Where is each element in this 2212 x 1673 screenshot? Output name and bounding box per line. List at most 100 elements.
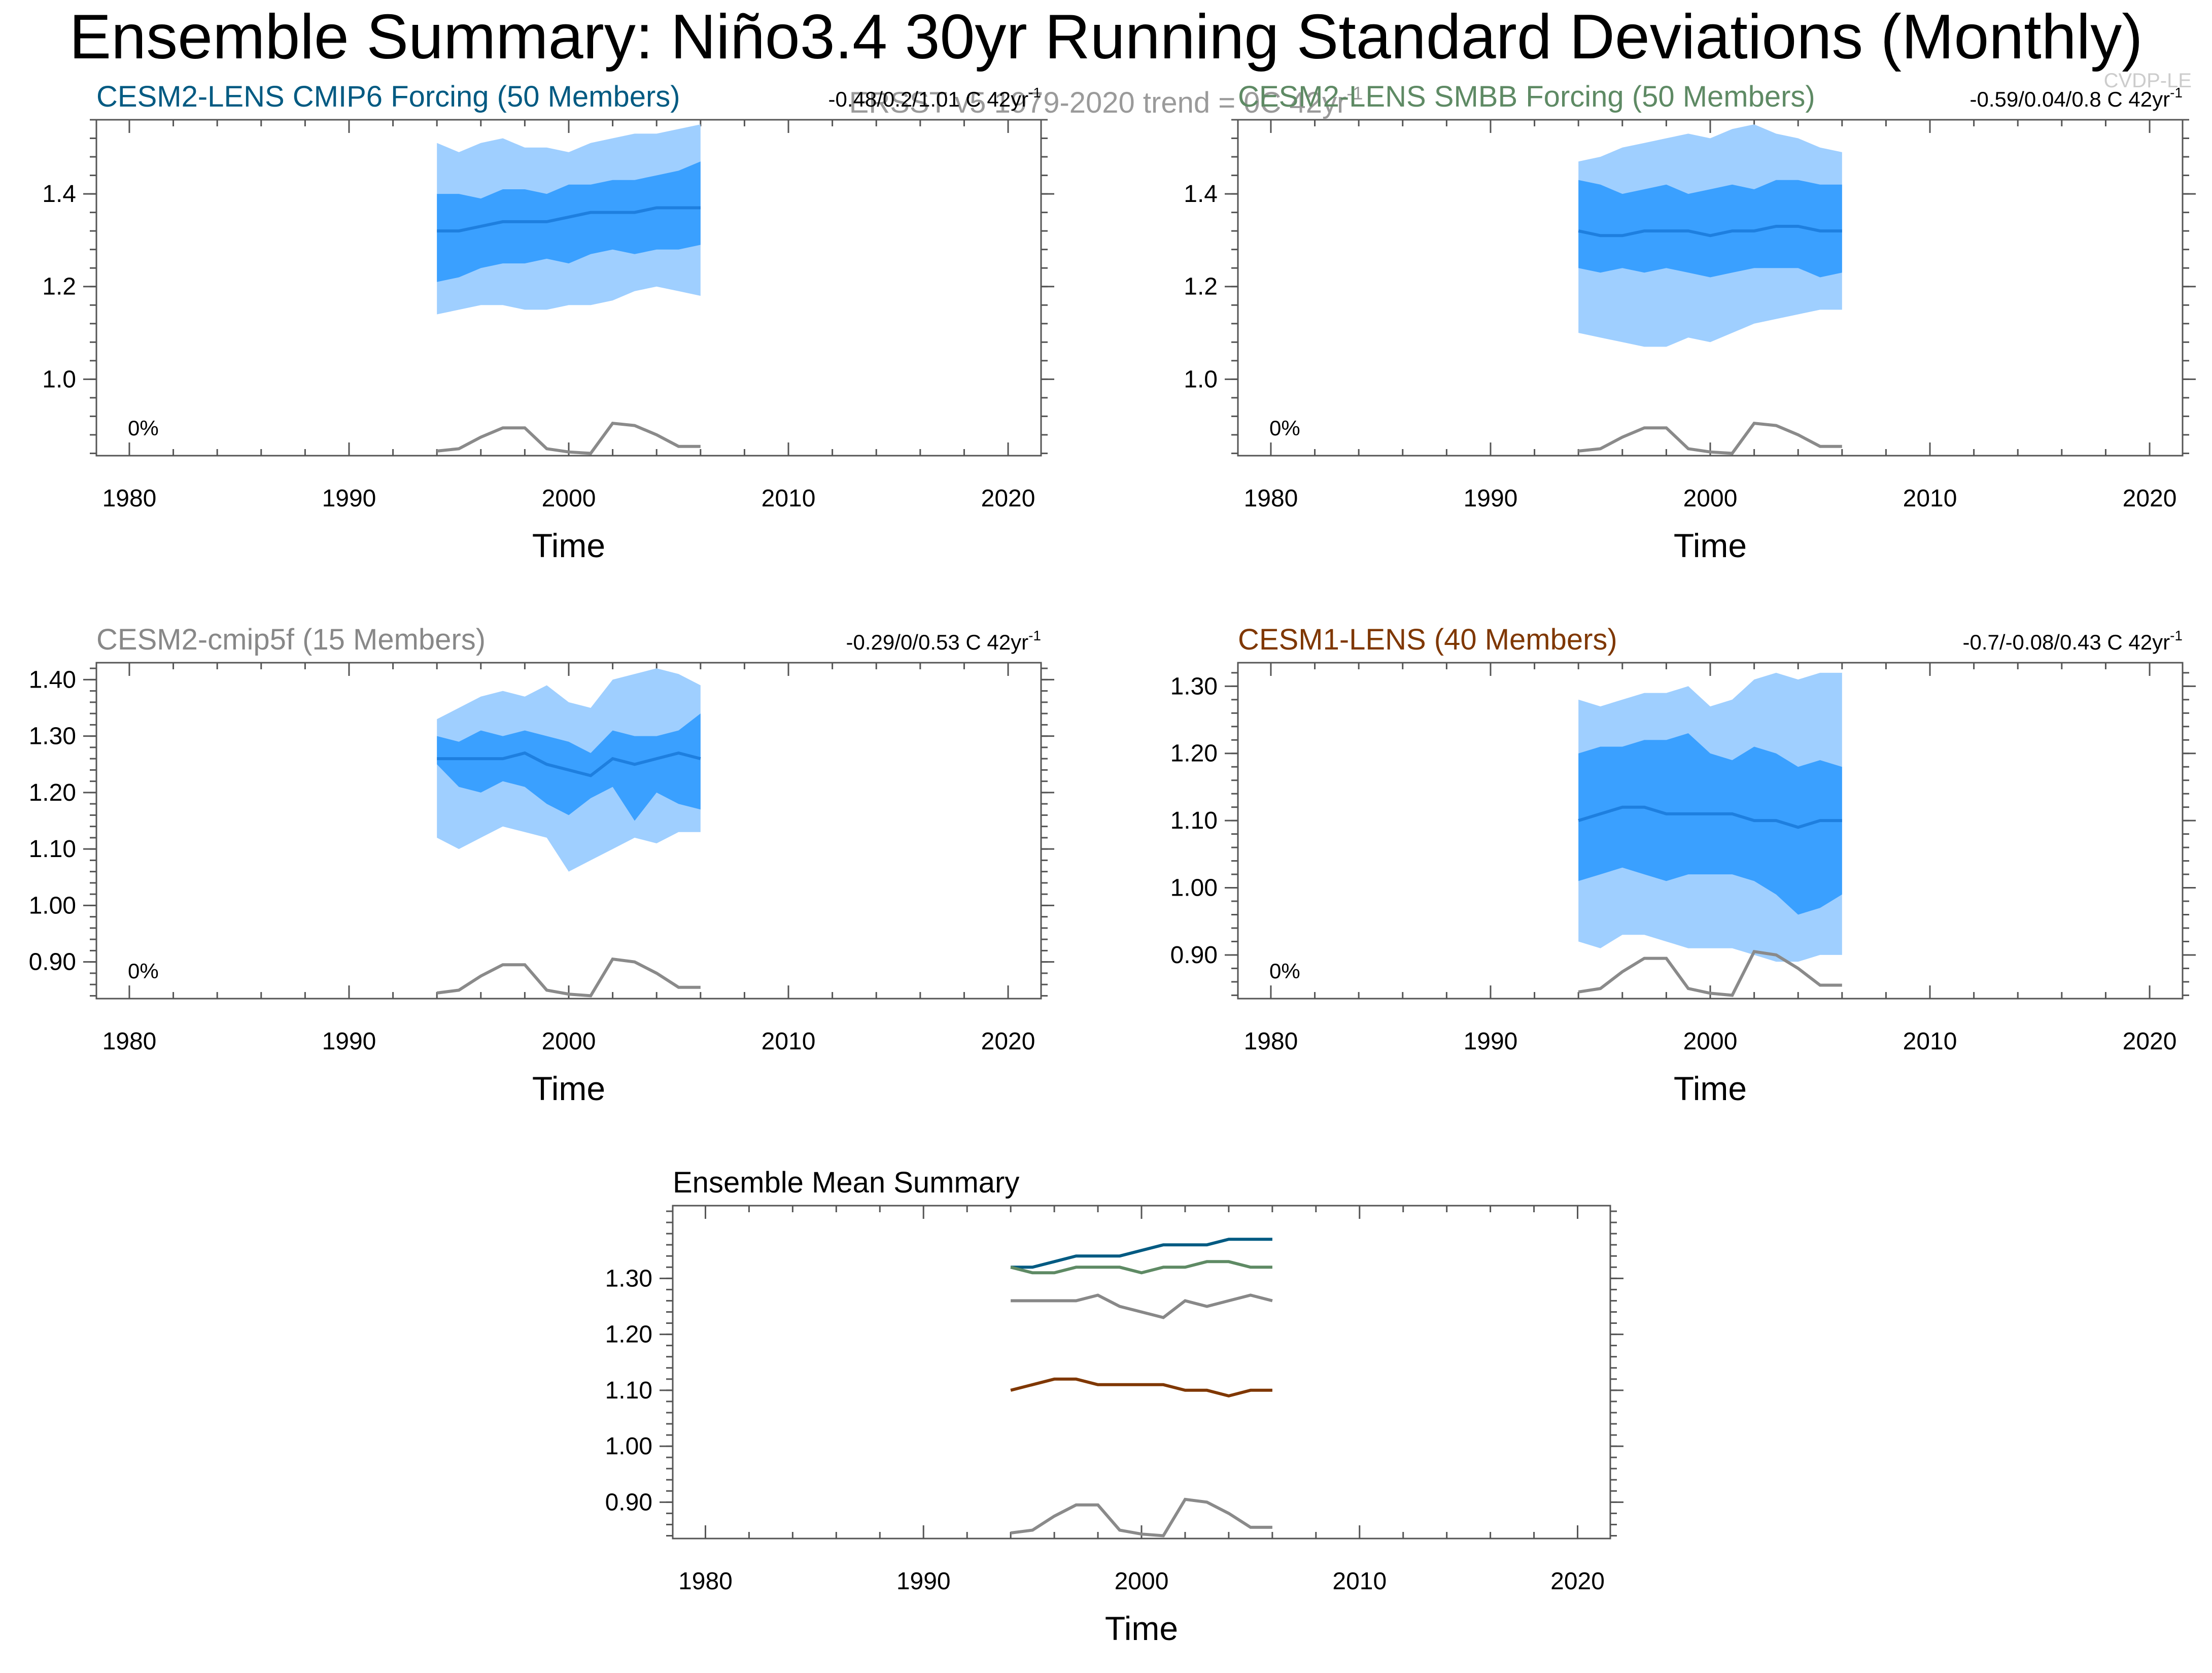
- y-tick-label: 1.2: [42, 274, 76, 300]
- y-tick-label: 1.00: [605, 1433, 652, 1460]
- x-axis-title: Time: [532, 1070, 605, 1107]
- x-tick-label: 1990: [322, 1028, 376, 1055]
- ensemble-mean-line: [437, 206, 701, 233]
- y-tick-label: 1.30: [605, 1265, 652, 1292]
- x-tick-label: 2010: [762, 485, 816, 512]
- x-tick-label: 2000: [542, 485, 596, 512]
- series-line-3: [1011, 1293, 1273, 1319]
- figure-subtitle-text: ERSST v5 1979-2020 trend = 0C 42yr: [849, 86, 1347, 119]
- y-tick-label: 1.40: [29, 666, 76, 693]
- trend-sup: -1: [1028, 628, 1041, 643]
- panel-2: 1980 1990 2000 2010 2020 1.0 1.2 1.4 Time CESM2-L…: [1184, 80, 2196, 564]
- ensemble-mean-line: [1578, 225, 1842, 237]
- observation-line: [436, 957, 701, 998]
- x-tick-label: 1980: [678, 1568, 733, 1595]
- y-tick-label: 1.20: [29, 779, 76, 806]
- trend-text: -0.48/0.2/1.01 C 42yr: [828, 87, 1029, 111]
- x-tick-label: 2010: [762, 1028, 816, 1055]
- band-inner: [437, 161, 701, 282]
- panel-1: 1980 1990 2000 2010 2020 1.0 1.2 1.4 Time CESM2-L…: [42, 80, 1054, 564]
- x-tick-label: 2000: [542, 1028, 596, 1055]
- y-tick-label: 1.30: [29, 723, 76, 750]
- ensemble-mean-line: [1578, 805, 1842, 829]
- band-inner: [1578, 180, 1842, 278]
- trend-sup: -1: [2170, 85, 2183, 100]
- trend-label: -0.7/-0.08/0.43 C 42yr-1: [1963, 628, 2183, 654]
- corner-mark: CVDP-LE: [2104, 70, 2192, 92]
- x-axis-title: Time: [1674, 527, 1747, 564]
- y-tick-label: 1.10: [29, 836, 76, 863]
- x-tick-label: 2020: [2123, 485, 2177, 512]
- y-tick-label: 1.30: [1170, 673, 1218, 700]
- trend-text: -0.59/0.04/0.8 C 42yr: [1970, 87, 2170, 111]
- panel-title: CESM2-LENS CMIP6 Forcing (50 Members): [96, 80, 680, 113]
- x-tick-label: 1990: [1464, 1028, 1518, 1055]
- observation-line: [436, 421, 701, 455]
- x-tick-label: 1980: [102, 1028, 157, 1055]
- x-tick-label: 1990: [896, 1568, 951, 1595]
- figure-title: Ensemble Summary: Niño3.4 30yr Running S…: [69, 2, 2142, 72]
- y-tick-label: 0.90: [1170, 942, 1218, 969]
- plot-frame: [672, 1205, 1611, 1540]
- y-tick-label: 1.10: [605, 1377, 652, 1404]
- series-line-1: [1011, 1238, 1272, 1269]
- y-tick-label: 1.0: [1184, 366, 1218, 393]
- y-tick-label: 1.4: [42, 181, 76, 208]
- y-tick-label: 1.10: [1170, 807, 1218, 834]
- percent-label: 0%: [1269, 416, 1300, 440]
- x-tick-label: 2020: [2123, 1028, 2177, 1055]
- trend-text: -0.29/0/0.53 C 42yr: [846, 630, 1029, 654]
- panel-title: CESM1-LENS (40 Members): [1238, 623, 1617, 656]
- x-tick-label: 2020: [981, 1028, 1035, 1055]
- x-tick-label: 2000: [1683, 1028, 1738, 1055]
- panel-4: 1980 1990 2000 2010 2020 0.90 1.00 1.10 1.20 1.30…: [1170, 623, 2196, 1107]
- x-tick-label: 2000: [1683, 485, 1738, 512]
- panel-title: Ensemble Mean Summary: [673, 1166, 1019, 1199]
- percent-label: 0%: [1269, 959, 1300, 983]
- x-tick-label: 1980: [1244, 1028, 1298, 1055]
- x-tick-label: 1980: [1244, 485, 1298, 512]
- panels: 1980 1990 2000 2010 2020 1.0 1.2 1.4 Time CESM2-L…: [29, 80, 2196, 1647]
- x-tick-label: 2000: [1115, 1568, 1169, 1595]
- trend-label: -0.29/0/0.53 C 42yr-1: [846, 628, 1041, 654]
- panel-title: CESM2-LENS SMBB Forcing (50 Members): [1238, 80, 1815, 113]
- y-tick-label: 1.00: [29, 892, 76, 919]
- y-tick-label: 1.20: [605, 1321, 652, 1348]
- x-tick-label: 2020: [1550, 1568, 1605, 1595]
- ensemble-mean-line: [437, 751, 701, 777]
- x-tick-label: 1990: [1464, 485, 1518, 512]
- x-tick-label: 2010: [1903, 1028, 1957, 1055]
- percent-label: 0%: [128, 416, 159, 440]
- y-tick-label: 1.20: [1170, 740, 1218, 767]
- y-tick-label: 1.00: [1170, 875, 1218, 902]
- band-inner: [1578, 733, 1842, 915]
- panel-3: 1980 1990 2000 2010 2020 0.90 1.00 1.10 1.20 1.30…: [29, 623, 1054, 1107]
- x-tick-label: 1990: [322, 485, 376, 512]
- observation-line: [1578, 950, 1842, 997]
- observation-line: [1578, 421, 1842, 455]
- panel-5: 1980 1990 2000 2010 2020 0.90 1.00 1.10 1.20 1.30…: [605, 1166, 1623, 1647]
- trend-label: -0.59/0.04/0.8 C 42yr-1: [1970, 85, 2183, 111]
- trend-label: -0.48/0.2/1.01 C 42yr-1: [828, 85, 1041, 111]
- x-tick-label: 2010: [1903, 485, 1957, 512]
- percent-label: 0%: [128, 959, 159, 983]
- y-tick-label: 0.90: [29, 949, 76, 976]
- trend-text: -0.7/-0.08/0.43 C 42yr: [1963, 630, 2170, 654]
- x-axis-title: Time: [1674, 1070, 1747, 1107]
- x-axis-title: Time: [532, 527, 605, 564]
- x-tick-label: 1980: [102, 485, 157, 512]
- y-tick-label: 0.90: [605, 1489, 652, 1516]
- figure-subtitle: ERSST v5 1979-2020 trend = 0C 42yr-1: [849, 83, 1363, 119]
- series-line-4: [1010, 1377, 1272, 1397]
- trend-sup: -1: [1028, 85, 1041, 100]
- band-inner: [437, 713, 701, 821]
- x-tick-label: 2020: [981, 485, 1035, 512]
- x-axis-title: Time: [1105, 1610, 1178, 1647]
- series-line-5: [1010, 1497, 1272, 1538]
- y-tick-label: 1.0: [42, 366, 76, 393]
- y-tick-label: 1.2: [1184, 274, 1218, 300]
- x-tick-label: 2010: [1332, 1568, 1387, 1595]
- figure-subtitle-sup: -1: [1346, 83, 1363, 104]
- y-tick-label: 1.4: [1184, 181, 1218, 208]
